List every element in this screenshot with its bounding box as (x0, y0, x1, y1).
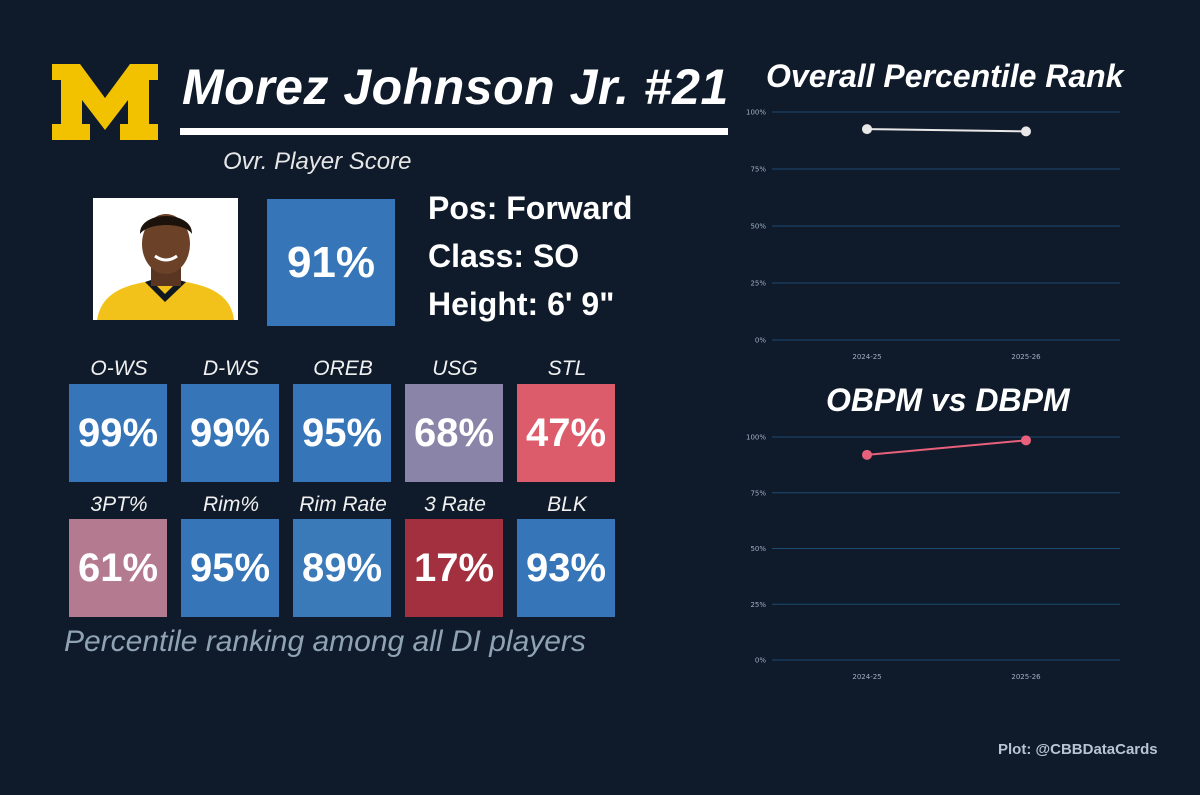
stat-label-o-ws: O-WS (90, 357, 148, 380)
stat-tile-oreb: 95% (293, 384, 391, 482)
stat-tile-o-ws: 99% (69, 384, 167, 482)
michigan-logo (52, 64, 158, 140)
series-line (866, 128, 1027, 133)
y-tick-label: 100% (746, 109, 766, 117)
block-m-shape (52, 64, 158, 140)
stat-label-3pt-pct: 3PT% (90, 493, 148, 516)
stat-label-oreb: OREB (313, 357, 373, 380)
plot-credit: Plot: @CBBDataCards (998, 741, 1158, 758)
player-headshot (93, 198, 238, 320)
data-point (1021, 126, 1031, 137)
y-tick-label: 75% (750, 489, 766, 497)
stat-label-3-rate: 3 Rate (424, 493, 486, 516)
stat-tile-stl: 47% (517, 384, 615, 482)
ovr-score-label: Ovr. Player Score (223, 148, 412, 175)
position-text: Pos: Forward (428, 190, 633, 226)
class-text: Class: SO (428, 238, 580, 274)
stat-tile-usg: 68% (405, 384, 503, 482)
stat-tile-d-ws: 99% (181, 384, 279, 482)
y-tick-label: 50% (750, 223, 766, 231)
stat-label-blk: BLK (547, 493, 587, 516)
y-tick-label: 25% (750, 280, 766, 288)
y-tick-label: 75% (750, 166, 766, 174)
stat-tile-3-rate: 17% (405, 519, 503, 617)
stat-label-stl: STL (547, 357, 587, 380)
stat-tile-3pt-pct: 61% (69, 519, 167, 617)
obpm-dbpm-chart: 0% 25% 50% 75% 100% 2024-25 2025-26 (746, 434, 1120, 681)
footnote: Percentile ranking among all DI players (64, 625, 586, 658)
y-tick-label: 0% (755, 657, 766, 665)
player-bio: Pos: Forward Class: SO Height: 6' 9" (428, 188, 632, 332)
height-text: Height: 6' 9" (428, 286, 615, 322)
stat-label-d-ws: D-WS (203, 357, 259, 380)
data-point (1021, 435, 1031, 446)
stat-label-usg: USG (432, 357, 478, 380)
y-tick-label: 50% (750, 545, 766, 553)
x-tick-label: 2024-25 (852, 673, 881, 681)
overall-score-tile: 91% (267, 199, 395, 326)
stat-tile-blk: 93% (517, 519, 615, 617)
title-underline (180, 128, 728, 135)
chart-title-overall-rank: Overall Percentile Rank (766, 58, 1124, 94)
y-tick-label: 25% (750, 601, 766, 609)
overall-rank-chart: 0% 25% 50% 75% 100% 2024-25 2025-26 (746, 109, 1120, 361)
data-point (862, 449, 872, 460)
series-line (866, 439, 1027, 456)
x-tick-label: 2025-26 (1011, 353, 1041, 361)
chart-title-obpm-dbpm: OBPM vs DBPM (826, 382, 1070, 418)
stat-tile-rim-rate: 89% (293, 519, 391, 617)
player-name: Morez Johnson Jr. #21 (182, 59, 729, 115)
y-tick-label: 0% (755, 337, 766, 345)
stat-tile-rim-pct: 95% (181, 519, 279, 617)
x-tick-label: 2025-26 (1011, 673, 1041, 681)
y-tick-label: 100% (746, 434, 766, 442)
x-tick-label: 2024-25 (852, 353, 881, 361)
data-point (862, 124, 872, 135)
stat-label-rim-pct: Rim% (203, 493, 259, 516)
stat-label-rim-rate: Rim Rate (299, 493, 387, 516)
